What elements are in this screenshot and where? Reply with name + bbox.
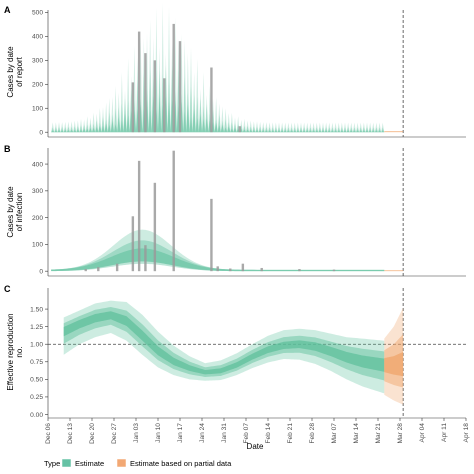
legend-label-partial: Estimate based on partial data <box>130 459 232 468</box>
panel-b-bar <box>131 216 135 272</box>
panel-b-bar <box>229 268 232 272</box>
x-tick-label: Dec 20 <box>89 423 96 444</box>
x-tick-label: Mar 28 <box>397 423 404 444</box>
x-tick-label: Apr 04 <box>419 423 426 443</box>
panel-c-y-tick-label: 0.50 <box>30 377 43 384</box>
panel-b-cases-by-infection: 0 100 200 300 400 <box>32 148 466 277</box>
x-axis-title: Date <box>247 442 264 451</box>
panel-c-y-tick-label: 0.00 <box>30 412 43 419</box>
panel-letter-c: C <box>4 284 11 294</box>
panel-c-partial-band <box>384 351 404 377</box>
panel-a-ylabel-line1: Cases by date <box>6 46 15 98</box>
panel-b-estimate-ribbon <box>51 240 385 272</box>
panel-c-y-tick-label: 1.25 <box>30 324 43 331</box>
x-tick-label: Mar 14 <box>353 423 360 444</box>
panel-b-y-tick-label: 200 <box>32 215 43 222</box>
panel-c-ylabel-line2: no. <box>15 346 24 357</box>
panel-b-ylabel-line1: Cases by date <box>6 186 15 238</box>
panel-a-bar <box>153 60 157 133</box>
panel-b-bar <box>153 182 157 272</box>
panel-b-bar <box>298 269 301 272</box>
x-tick-label: Feb 21 <box>287 423 294 444</box>
panel-c-estimate-band <box>63 311 385 375</box>
panel-b-bar <box>144 245 147 272</box>
panel-a-bar <box>137 31 141 133</box>
legend-swatch-estimate <box>61 458 72 468</box>
panel-b-partial-ribbon <box>384 270 404 272</box>
panel-a-bar <box>178 41 182 133</box>
panel-a-bar <box>210 67 213 133</box>
panel-letter-b: B <box>4 144 11 154</box>
panel-a-bar <box>163 78 166 133</box>
x-tick-label: Feb 28 <box>309 423 316 444</box>
panel-a-bar <box>238 126 241 133</box>
panel-b-y-tick-label: 400 <box>32 161 43 168</box>
legend: Type Estimate Estimate based on partial … <box>44 458 232 468</box>
panel-a-ylabel-line2: of report <box>15 56 24 87</box>
legend-title: Type <box>44 459 60 468</box>
x-tick-label: Feb 07 <box>243 423 250 444</box>
panel-a-bar <box>144 53 147 133</box>
panel-c-y-tick-label: 0.25 <box>30 394 43 401</box>
panel-b-bar <box>97 267 100 272</box>
panel-b-bar <box>137 160 141 272</box>
x-tick-label: Jan 31 <box>221 423 228 443</box>
panel-c-ylabel-line1: Effective reproduction <box>6 313 15 390</box>
panel-b-estimate-ribbon <box>51 248 385 272</box>
panel-c-y-tick-label: 1.00 <box>30 342 43 349</box>
panel-a-estimate-ribbon <box>51 2 386 133</box>
x-tick-label: Jan 03 <box>133 423 140 443</box>
panel-b-bar <box>332 269 336 272</box>
panel-a-estimate-ribbon <box>51 94 386 133</box>
panel-b-bar <box>216 266 219 272</box>
panel-a-y-tick-label: 200 <box>32 82 43 89</box>
x-tick-label: Dec 13 <box>67 423 74 444</box>
legend-swatch-partial <box>116 458 127 468</box>
panel-b-bar <box>84 269 87 272</box>
panel-c-y-tick-label: 0.75 <box>30 359 43 366</box>
panel-a-y-tick-label: 500 <box>32 10 43 17</box>
x-tick-label: Mar 21 <box>375 423 382 444</box>
x-tick-label: Jan 24 <box>199 423 206 443</box>
panel-letter-a: A <box>4 5 11 15</box>
x-tick-label: Apr 11 <box>441 423 448 442</box>
panel-b-bar <box>260 267 263 272</box>
legend-label-estimate: Estimate <box>75 459 104 468</box>
panel-b-bar <box>115 263 119 272</box>
panel-c-estimate-band <box>63 300 385 394</box>
panel-b-y-tick-label: 100 <box>32 242 43 249</box>
panel-b-ylabel-line2: of infection <box>15 193 24 232</box>
panel-a-estimate-ribbon <box>51 65 386 133</box>
panel-b-bar <box>172 150 175 272</box>
panel-b-y-tick-label: 300 <box>32 188 43 195</box>
x-tick-label: Dec 27 <box>111 423 118 444</box>
panel-a-partial-ribbon <box>384 131 404 133</box>
x-tick-label: Mar 07 <box>331 423 338 444</box>
panel-c-reproduction-number: 0.00 0.25 0.50 0.75 1.00 1.25 1.50 Dec 06 Dec 13… <box>30 288 470 444</box>
x-tick-label: Apr 18 <box>463 423 470 443</box>
x-tick-label: Jan 10 <box>155 423 162 443</box>
panel-a-y-tick-label: 400 <box>32 34 43 41</box>
panel-b-bar <box>210 198 213 272</box>
panel-a-y-tick-label: 300 <box>32 58 43 65</box>
panel-a-y-tick-label: 0 <box>39 130 43 137</box>
panel-c-y-tick-label: 1.50 <box>30 306 43 313</box>
x-tick-label: Feb 14 <box>265 423 272 444</box>
panel-a-bar <box>172 23 175 133</box>
panel-b-y-tick-label: 0 <box>39 268 43 275</box>
panel-b-bar <box>241 263 245 272</box>
panel-a-cases-by-report: 0 100 200 300 400 500 <box>32 2 466 138</box>
x-tick-label: Dec 06 <box>45 423 52 444</box>
panel-a-bar <box>131 82 135 133</box>
panel-a-y-tick-label: 100 <box>32 106 43 113</box>
x-tick-label: Jan 17 <box>177 423 184 443</box>
